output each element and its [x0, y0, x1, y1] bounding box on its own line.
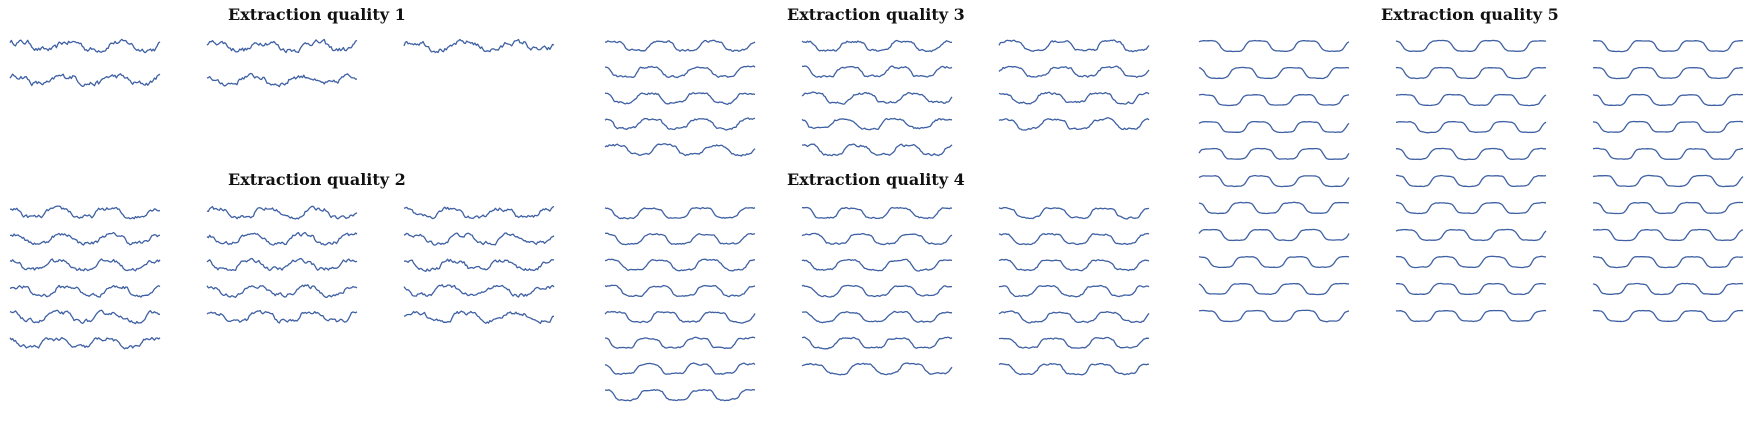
signal-trace-q3-c1-r4 [604, 117, 756, 131]
signal-trace-q2-c2-r4 [206, 284, 358, 298]
signal-trace-q5-c1-r7 [1198, 201, 1350, 215]
signal-trace-q4-c1-r8 [604, 388, 756, 402]
signal-trace-q2-c2-r2 [206, 231, 358, 246]
signal-trace-q1-c1-r1 [9, 38, 161, 54]
signal-trace-q4-c3-r7 [998, 362, 1150, 376]
signal-trace-q5-c2-r5 [1395, 147, 1546, 161]
signal-trace-q3-c1-r5 [604, 143, 756, 157]
signal-trace-q5-c2-r11 [1395, 309, 1547, 323]
signal-trace-q5-c3-r4 [1592, 120, 1744, 133]
signal-trace-q2-c1-r5 [9, 309, 160, 325]
signal-trace-q5-c1-r1 [1198, 39, 1350, 53]
signal-trace-q5-c1-r11 [1198, 309, 1350, 323]
signal-trace-q5-c3-r9 [1592, 255, 1744, 269]
signal-trace-q3-c1-r2 [604, 65, 756, 79]
title-quality-4: Extraction quality 4 [787, 170, 965, 189]
signal-trace-q5-c1-r9 [1198, 255, 1350, 269]
signal-trace-q3-c1-r1 [604, 39, 756, 53]
signal-trace-q4-c2-r6 [801, 336, 953, 350]
title-quality-5: Extraction quality 5 [1381, 5, 1559, 24]
signal-trace-q2-c1-r6 [9, 336, 161, 350]
signal-trace-q2-c3-r3 [403, 258, 555, 273]
signal-trace-q4-c2-r7 [801, 362, 953, 376]
signal-trace-q4-c2-r5 [802, 310, 953, 324]
signal-trace-q3-c2-r5 [801, 143, 953, 157]
signal-trace-q5-c2-r7 [1395, 201, 1546, 215]
signal-trace-q5-c3-r11 [1592, 309, 1744, 323]
signal-trace-q4-c3-r4 [998, 284, 1150, 298]
signal-trace-q3-c2-r4 [801, 117, 953, 131]
signal-trace-q4-c1-r3 [604, 258, 756, 272]
signal-trace-q5-c3-r3 [1592, 93, 1744, 107]
signal-trace-q4-c1-r1 [604, 206, 756, 220]
signal-trace-q5-c3-r5 [1592, 147, 1744, 161]
signal-trace-q5-c1-r6 [1198, 174, 1350, 188]
signal-trace-q2-c3-r2 [403, 232, 555, 246]
signal-trace-q5-c3-r10 [1592, 282, 1744, 296]
signal-trace-q5-c3-r2 [1592, 66, 1744, 80]
title-quality-1: Extraction quality 1 [228, 5, 406, 24]
signal-trace-q2-c1-r2 [9, 231, 161, 246]
signal-trace-q4-c2-r1 [802, 206, 953, 220]
signal-trace-q5-c1-r4 [1198, 120, 1350, 134]
signal-trace-q4-c2-r4 [801, 284, 953, 298]
signal-trace-q4-c1-r2 [604, 232, 756, 246]
signal-trace-q5-c2-r3 [1395, 93, 1547, 107]
signal-trace-q2-c3-r1 [403, 205, 555, 220]
signal-trace-q4-c3-r5 [998, 310, 1150, 324]
signal-trace-q5-c2-r6 [1395, 174, 1547, 188]
signal-trace-q5-c3-r7 [1592, 201, 1743, 215]
signal-trace-q1-c2-r1 [206, 38, 358, 54]
signal-trace-q5-c2-r1 [1395, 39, 1547, 53]
signal-trace-q2-c1-r4 [9, 284, 161, 298]
signal-trace-q5-c2-r9 [1395, 255, 1547, 269]
signal-trace-q4-c3-r2 [998, 232, 1150, 246]
signal-trace-q5-c1-r8 [1198, 228, 1350, 242]
signal-trace-q5-c3-r8 [1592, 228, 1744, 242]
signal-trace-q5-c2-r2 [1395, 66, 1546, 80]
signal-trace-q5-c1-r5 [1198, 147, 1350, 161]
signal-trace-q4-c3-r1 [998, 206, 1150, 220]
signal-trace-q5-c3-r6 [1592, 174, 1744, 188]
signal-trace-q5-c3-r1 [1592, 39, 1744, 53]
title-quality-3: Extraction quality 3 [787, 5, 965, 24]
signal-trace-q3-c2-r3 [801, 91, 953, 105]
signal-trace-q5-c1-r3 [1198, 93, 1350, 107]
signal-trace-q4-c1-r5 [604, 310, 756, 324]
signal-trace-q4-c1-r6 [605, 336, 756, 350]
signal-trace-q3-c2-r1 [801, 39, 952, 53]
signal-trace-q4-c2-r2 [801, 232, 953, 246]
signal-trace-q1-c2-r2 [206, 72, 358, 88]
signal-trace-q3-c3-r2 [998, 65, 1150, 79]
signal-trace-q3-c3-r4 [998, 117, 1150, 131]
signal-trace-q4-c1-r7 [604, 362, 756, 376]
signal-trace-q2-c2-r1 [206, 205, 358, 220]
signal-trace-q3-c3-r1 [998, 39, 1150, 53]
signal-trace-q2-c1-r3 [9, 258, 161, 272]
signal-trace-q2-c1-r1 [9, 205, 161, 220]
signal-trace-q2-c3-r4 [403, 284, 555, 298]
signal-trace-q5-c2-r8 [1395, 228, 1547, 242]
signal-trace-q1-c1-r2 [9, 73, 161, 87]
signal-trace-q5-c1-r10 [1198, 282, 1350, 296]
signal-trace-q1-c3-r1 [403, 38, 555, 54]
signal-trace-q4-c3-r3 [998, 258, 1150, 272]
signal-trace-q3-c2-r2 [802, 65, 953, 78]
signal-trace-q4-c2-r3 [801, 258, 953, 272]
signal-trace-q3-c3-r3 [998, 91, 1150, 105]
signal-trace-q4-c1-r4 [604, 284, 756, 298]
signal-trace-q2-c2-r3 [206, 257, 358, 272]
signal-trace-q5-c2-r4 [1395, 120, 1547, 134]
title-quality-2: Extraction quality 2 [228, 170, 406, 189]
signal-trace-q5-c2-r10 [1396, 282, 1546, 296]
signal-trace-q4-c3-r6 [998, 336, 1150, 349]
signal-trace-q2-c3-r5 [403, 310, 555, 325]
signal-trace-q2-c2-r5 [206, 309, 358, 324]
signal-trace-q5-c1-r2 [1198, 66, 1350, 80]
signal-trace-q3-c1-r3 [604, 92, 756, 105]
